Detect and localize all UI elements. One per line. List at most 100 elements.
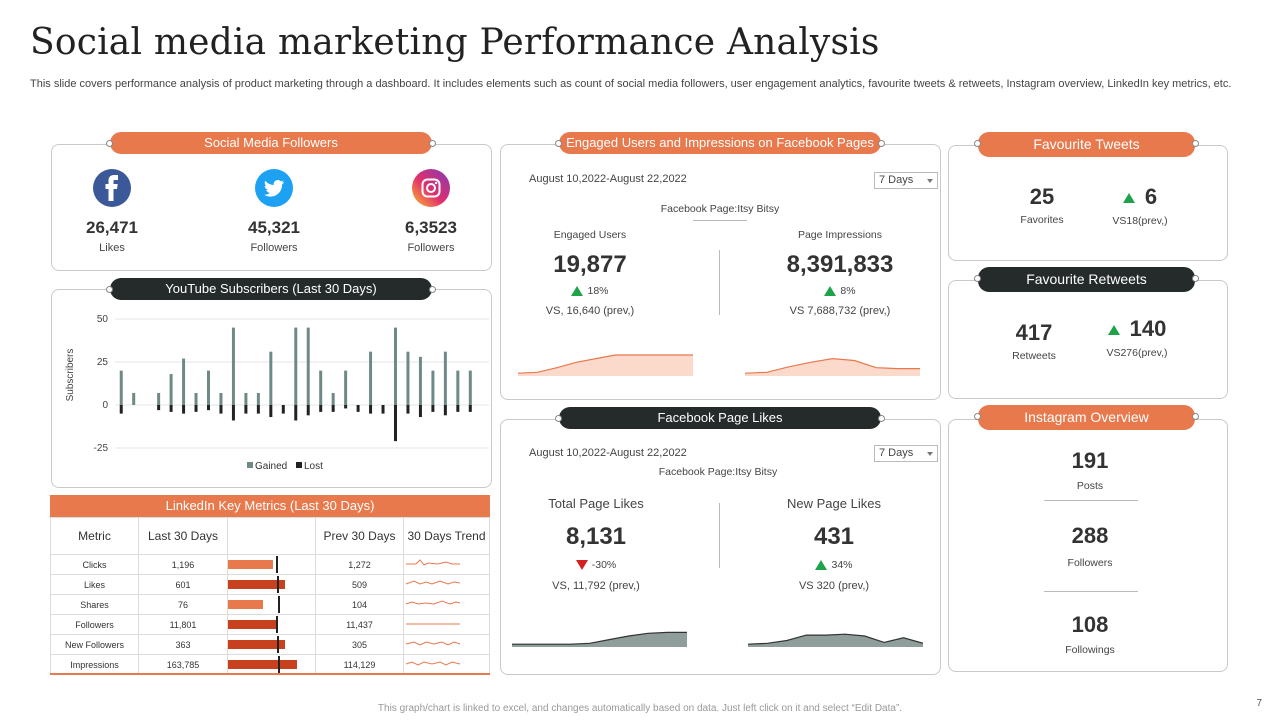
lost-bar	[369, 405, 373, 414]
comparison-bar	[228, 580, 285, 589]
lost-bar	[319, 405, 323, 412]
retweets-value: 417	[1015, 320, 1053, 345]
gained-bar	[443, 351, 447, 405]
tweets-title: Favourite Tweets	[974, 132, 1199, 157]
likes-title: Facebook Page Likes	[555, 407, 885, 429]
legend-lost-swatch	[296, 462, 302, 468]
chevron-down-icon	[927, 179, 933, 183]
page-impressions-change: 8%	[760, 285, 920, 297]
header-last: Last 30 Days	[138, 517, 228, 555]
lost-bar	[431, 405, 435, 412]
engaged-page-name: Facebook Page:Itsy Bitsy	[660, 203, 780, 215]
gained-bar	[132, 392, 136, 405]
trend-sparkline	[405, 641, 461, 646]
page-impressions-prev: VS 7,688,732 (prev,)	[789, 305, 891, 317]
instagram-value: 6,3523	[405, 218, 457, 237]
prev-30-value: 11,437	[315, 614, 404, 635]
engaged-panel	[500, 144, 941, 400]
trend-sparkline	[405, 580, 461, 585]
footer-note: This graph/chart is linked to excel, and…	[377, 703, 903, 714]
lost-bar	[394, 405, 397, 442]
followers-title: Social Media Followers	[106, 132, 436, 154]
page-impressions-value: 8,391,833	[786, 251, 894, 278]
retweets-label: Retweets	[1012, 350, 1056, 362]
instagram-followings-value: 108	[1071, 612, 1109, 637]
arrow-down-icon	[575, 560, 588, 571]
metric-name: Followers	[50, 614, 139, 635]
likes-page-name: Facebook Page:Itsy Bitsy	[658, 466, 778, 478]
page-subtitle: This slide covers performance analysis o…	[30, 78, 1232, 90]
last-30-value: 76	[138, 594, 228, 615]
chevron-down-icon	[927, 452, 933, 456]
linkedin-header-row: Metric Last 30 Days Prev 30 Days 30 Days…	[50, 517, 490, 555]
favorites-label: Favorites	[1020, 214, 1064, 226]
comparison-bar-cell	[227, 594, 316, 615]
facebook-value: 26,471	[86, 218, 138, 237]
youtube-ylabel: Subscribers	[65, 349, 76, 402]
engaged-days-dropdown[interactable]: 7 Days	[874, 172, 938, 189]
instagram-label: Followers	[407, 242, 455, 254]
lost-bar	[194, 405, 198, 412]
lost-bar	[468, 405, 472, 412]
followers-panel	[51, 144, 492, 271]
comparison-bar	[228, 620, 278, 629]
lost-bar	[381, 405, 385, 414]
engaged-date-range: August 10,2022-August 22,2022	[529, 173, 687, 185]
metric-name: Impressions	[50, 654, 139, 675]
tweets-panel	[948, 145, 1228, 261]
instagram-followers-label: Followers	[1067, 557, 1113, 569]
engaged-title: Engaged Users and Impressions on Faceboo…	[555, 132, 885, 154]
lost-bar	[219, 405, 223, 414]
lost-bar	[294, 405, 298, 421]
likes-days-dropdown[interactable]: 7 Days	[874, 445, 938, 462]
instagram-divider-2	[1044, 591, 1138, 592]
engaged-users-block: Engaged Users 19,877 18% VS, 16,640 (pre…	[520, 229, 660, 317]
facebook-item: 26,471 Likes	[62, 168, 162, 254]
metric-name: New Followers	[50, 634, 139, 655]
arrow-up-icon	[1107, 325, 1120, 336]
twitter-item: 45,321 Followers	[224, 168, 324, 254]
comparison-bar	[228, 640, 286, 649]
linkedin-title: LinkedIn Key Metrics (Last 30 Days)	[50, 495, 490, 517]
likes-date-range: August 10,2022-August 22,2022	[529, 447, 687, 459]
lost-bar	[331, 405, 335, 412]
comparison-bar-cell	[227, 614, 316, 635]
tweets-change-value: 6	[1100, 184, 1180, 210]
lost-bar	[256, 405, 260, 414]
trend-cell	[403, 574, 490, 595]
likes-divider	[719, 503, 720, 568]
total-likes-change: -30%	[520, 559, 672, 571]
sparkline-line	[745, 357, 920, 374]
metric-name: Shares	[50, 594, 139, 615]
youtube-title: YouTube Subscribers (Last 30 Days)	[106, 278, 436, 300]
page-impressions-label: Page Impressions	[797, 229, 883, 241]
retweets-title: Favourite Retweets	[974, 267, 1199, 292]
prev-30-value: 509	[315, 574, 404, 595]
prev-30-value: 305	[315, 634, 404, 655]
linkedin-bottom-line	[50, 673, 490, 675]
legend-gained-swatch	[247, 462, 253, 468]
last-30-value: 11,801	[138, 614, 228, 635]
instagram-followings: 108 Followings	[1040, 612, 1140, 656]
gained-bar	[294, 327, 298, 405]
lost-bar	[418, 405, 422, 418]
engaged-users-sparkline	[518, 354, 693, 376]
lost-bar	[119, 405, 123, 414]
instagram-followers-value: 288	[1071, 523, 1109, 548]
gained-bar	[269, 351, 273, 405]
arrow-up-icon	[1122, 193, 1135, 204]
comparison-bar-cell	[227, 654, 316, 675]
last-30-value: 1,196	[138, 554, 228, 575]
twitter-label: Followers	[250, 242, 298, 254]
gained-bar	[306, 327, 310, 405]
new-likes-change: 34%	[758, 559, 910, 571]
youtube-chart: Subscribers 50 25 0 -25 Gained Lost	[65, 314, 489, 472]
new-likes-change-text: 34%	[831, 559, 853, 571]
legend-gained-label: Gained	[255, 461, 287, 472]
sparkline-line	[512, 631, 687, 645]
comparison-bar-cell	[227, 554, 316, 575]
gained-bar	[468, 370, 472, 405]
gained-bar	[456, 370, 460, 405]
sparkline-area	[748, 634, 923, 647]
lost-bar	[182, 405, 186, 414]
